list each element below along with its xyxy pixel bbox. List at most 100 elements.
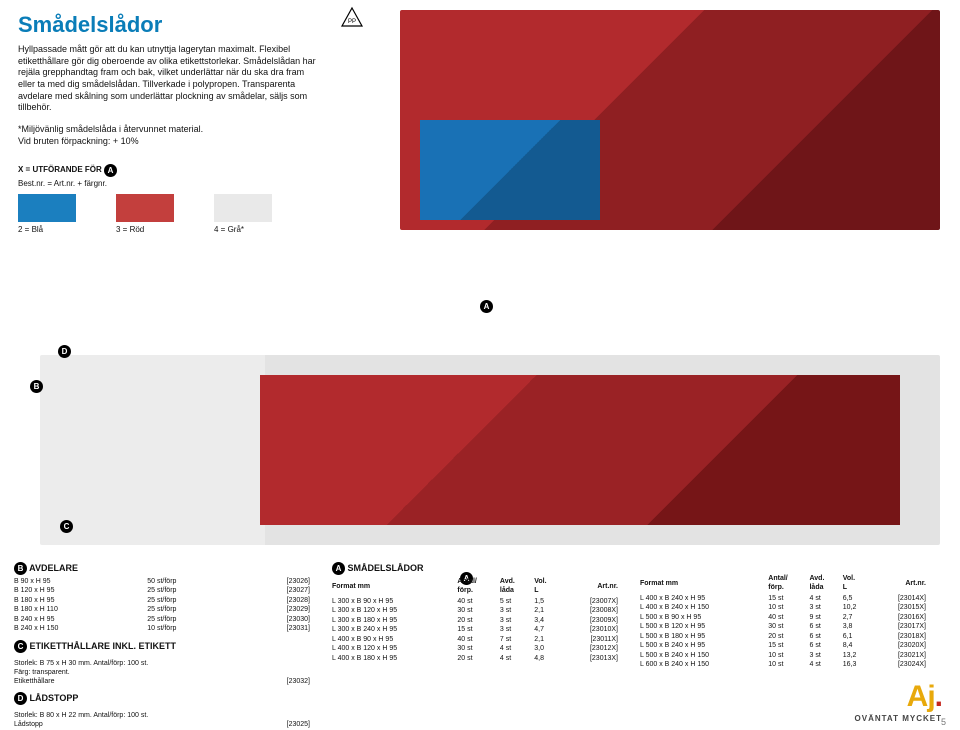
cell-art: [23016X]	[874, 613, 930, 622]
cell-avd: 4 st	[809, 660, 842, 669]
cell-antal: 40 st	[768, 613, 809, 622]
swatch-box	[116, 194, 174, 222]
table-avdelare: B 90 x H 9550 st/förp[23026]B 120 x H 95…	[14, 577, 314, 634]
section-a-title: SMÅDELSLÅDOR	[348, 563, 424, 573]
cell-vol: 13,2	[843, 651, 874, 660]
cell-vol: 1,5	[534, 597, 564, 606]
h-vol: Vol.L	[534, 577, 564, 597]
cell-art: [23013X]	[564, 654, 622, 663]
table-row: B 90 x H 9550 st/förp[23026]	[14, 577, 314, 586]
section-b-title: AVDELARE	[29, 563, 78, 573]
cell-art: [23025]	[178, 720, 314, 729]
product-photo-1	[400, 10, 940, 230]
cell-dim: B 90 x H 95	[14, 577, 147, 586]
cell-antal: 20 st	[457, 616, 500, 625]
brand-tag: OVÄNTAT MYCKET	[855, 714, 942, 723]
table-row: L 500 x B 240 x H 9515 st6 st8,4[23020X]	[640, 641, 930, 650]
cell-antal: 15 st	[768, 594, 809, 603]
cell-antal: 40 st	[457, 635, 500, 644]
cell-vol: 2,7	[843, 613, 874, 622]
product-photo-2	[40, 355, 940, 545]
table-header: Format mmAntal/förp.Avd.lådaVol.LArt.nr.	[640, 574, 930, 594]
table-row: B 120 x H 9525 st/förp[23027]	[14, 586, 314, 595]
cell-format: L 300 x B 240 x H 95	[332, 625, 457, 634]
cell-format: L 400 x B 240 x H 150	[640, 603, 768, 612]
table-row: B 180 x H 9525 st/förp[23028]	[14, 596, 314, 605]
cell-art: [23014X]	[874, 594, 930, 603]
h-vol: Vol.L	[843, 574, 874, 594]
cell-vol: 6,1	[843, 632, 874, 641]
cell-art: [23020X]	[874, 641, 930, 650]
cell-avd: 3 st	[809, 651, 842, 660]
cell-art: [23017X]	[874, 622, 930, 631]
cell-dim: B 240 x H 150	[14, 624, 147, 633]
note-pack: Vid bruten förpackning: + 10%	[18, 136, 318, 148]
page-number: 5	[941, 717, 946, 727]
cell-vol: 2,1	[534, 635, 564, 644]
cell-art: [23018X]	[874, 632, 930, 641]
badge-d-small-icon: D	[14, 692, 27, 705]
h-art: Art.nr.	[874, 574, 930, 594]
cell-antal: 15 st	[768, 641, 809, 650]
badge-c-icon: C	[60, 520, 73, 533]
swatch-box	[214, 194, 272, 222]
cell-name: Etiketthållare	[14, 677, 200, 686]
h-format: Format mm	[640, 574, 768, 594]
cell-vol: 4,7	[534, 625, 564, 634]
cell-vol: 2,1	[534, 606, 564, 615]
cell-art: [23024X]	[874, 660, 930, 669]
h-format: Format mm	[332, 577, 457, 597]
cell-format: L 300 x B 90 x H 95	[332, 597, 457, 606]
brand-logo: Aj. OVÄNTAT MYCKET	[855, 680, 942, 723]
table-etikett: Etiketthållare [23032]	[14, 677, 314, 686]
cell-dim: B 240 x H 95	[14, 615, 147, 624]
table-row: L 300 x B 240 x H 9515 st3 st4,7[23010X]	[332, 625, 622, 634]
swatch-label: 3 = Röd	[116, 225, 174, 234]
cell-format: L 400 x B 120 x H 95	[332, 644, 457, 653]
cell-antal: 30 st	[768, 622, 809, 631]
table-row: L 500 x B 90 x H 9540 st9 st2,7[23016X]	[640, 613, 930, 622]
cell-art: [23008X]	[564, 606, 622, 615]
h-antal: Antal/förp.	[768, 574, 809, 594]
brand-name: Aj.	[855, 680, 942, 714]
cell-vol: 6,5	[843, 594, 874, 603]
table-row: L 400 x B 180 x H 9520 st4 st4,8[23013X]	[332, 654, 622, 663]
h-antal: Antal/förp.	[457, 577, 500, 597]
cell-avd: 9 st	[809, 613, 842, 622]
secC-line1: Storlek: B 75 x H 30 mm. Antal/förp: 100…	[14, 659, 314, 668]
table-row: L 600 x B 240 x H 15010 st4 st16,3[23024…	[640, 660, 930, 669]
cell-art: [23009X]	[564, 616, 622, 625]
cell-art: [23010X]	[564, 625, 622, 634]
note-eco: *Miljövänlig smådelslåda i återvunnet ma…	[18, 124, 318, 136]
cell-art: [23028]	[239, 596, 314, 605]
cell-avd: 3 st	[500, 606, 534, 615]
cell-format: L 300 x B 180 x H 95	[332, 616, 457, 625]
table-row: Etiketthållare [23032]	[14, 677, 314, 686]
cell-antal: 10 st	[768, 603, 809, 612]
cell-antal: 40 st	[457, 597, 500, 606]
cell-avd: 4 st	[500, 644, 534, 653]
cell-vol: 4,8	[534, 654, 564, 663]
cell-qty: 25 st/förp	[147, 596, 238, 605]
cell-art: [23021X]	[874, 651, 930, 660]
table-row: L 400 x B 240 x H 9515 st4 st6,5[23014X]	[640, 594, 930, 603]
cell-antal: 15 st	[457, 625, 500, 634]
cell-format: L 300 x B 120 x H 95	[332, 606, 457, 615]
swatch-label: 4 = Grå*	[214, 225, 272, 234]
table-row: L 500 x B 180 x H 9520 st6 st6,1[23018X]	[640, 632, 930, 641]
cell-avd: 4 st	[500, 654, 534, 663]
cell-format: L 400 x B 180 x H 95	[332, 654, 457, 663]
cell-format: L 500 x B 90 x H 95	[640, 613, 768, 622]
section-d-title: LÅDSTOPP	[30, 693, 79, 703]
cell-format: L 500 x B 240 x H 150	[640, 651, 768, 660]
table-ladstopp: Lådstopp [23025]	[14, 720, 314, 729]
cell-antal: 30 st	[457, 644, 500, 653]
intro-text: Hyllpassade mått gör att du kan utnyttja…	[18, 44, 318, 114]
cell-antal: 10 st	[768, 651, 809, 660]
table-row: B 240 x H 9525 st/förp[23030]	[14, 615, 314, 624]
h-avd: Avd.låda	[500, 577, 534, 597]
table-header: Format mmAntal/förp.Avd.lådaVol.LArt.nr.	[332, 577, 622, 597]
cell-avd: 5 st	[500, 597, 534, 606]
swatch-blue: 2 = Blå	[18, 194, 76, 234]
cell-art: [23012X]	[564, 644, 622, 653]
